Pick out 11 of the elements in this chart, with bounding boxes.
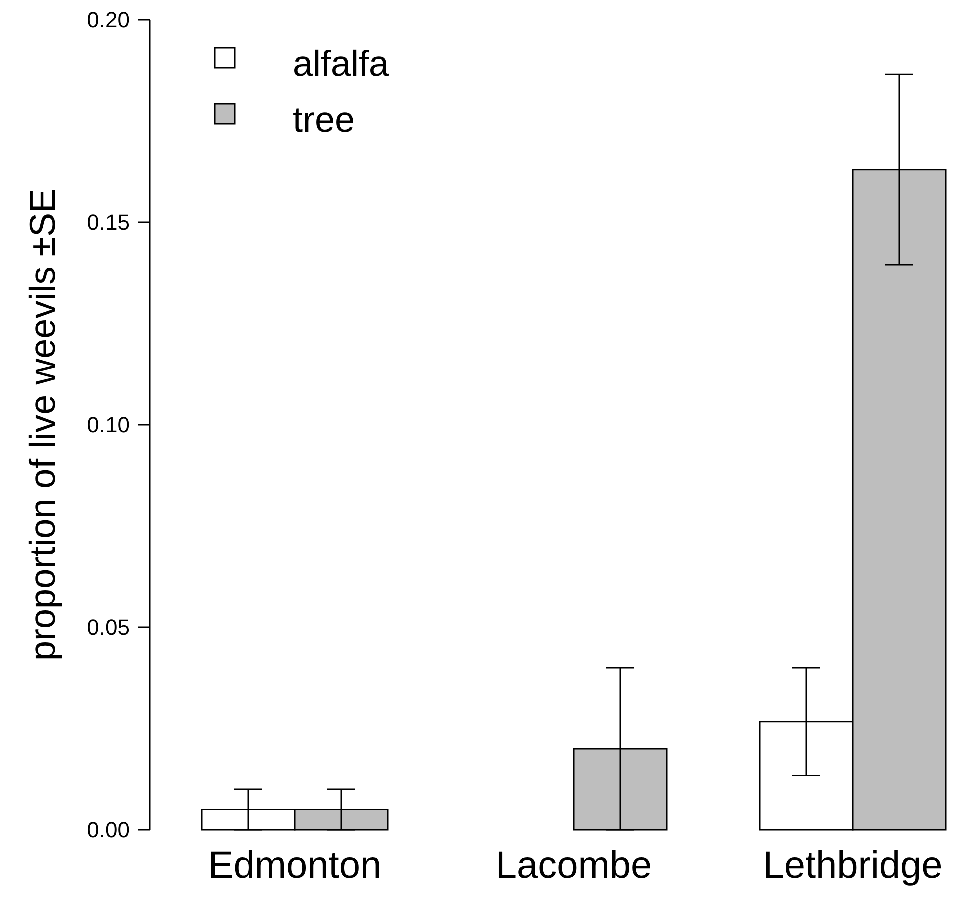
x-tick-label: Edmonton <box>208 845 382 887</box>
legend-label: alfalfa <box>293 42 390 84</box>
y-tick-label: 0.15 <box>87 210 130 236</box>
y-tick-label: 0.10 <box>87 412 130 438</box>
y-tick-label: 0.20 <box>87 8 130 33</box>
y-tick-label: 0.00 <box>87 818 130 843</box>
y-tick-label: 0.05 <box>87 615 130 640</box>
y-axis-title: proportion of live weevils ±SE <box>22 189 63 661</box>
x-tick-label: Lethbridge <box>763 845 943 887</box>
x-tick-label: Lacombe <box>496 845 652 887</box>
legend-label: tree <box>293 98 356 140</box>
